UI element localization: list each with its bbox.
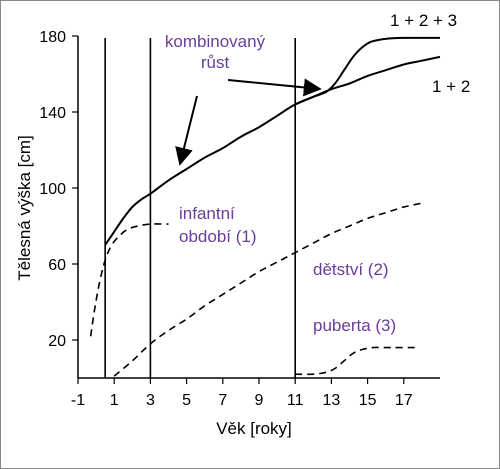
series-line-4 [295,346,415,376]
arrow-to-puberty-transition [227,78,322,97]
x-tick-label: 7 [218,392,227,409]
series-line-1 [104,55,441,246]
x-axis-title: Věk [roky] [216,419,292,438]
annotation-detstvi: dětství (2) [313,260,389,279]
x-tick-label: 9 [255,392,264,409]
x-ticks: -1 1 3 5 7 9 11 13 15 17 [71,378,413,409]
series-group [89,36,441,377]
y-tick-label: 60 [48,257,66,274]
annotation-obdobi: období (1) [179,227,257,246]
x-tick-label: 13 [323,392,341,409]
x-tick-label: -1 [71,392,85,409]
y-tick-label: 180 [39,29,66,46]
x-tick-label: 1 [110,392,119,409]
x-tick-label: 3 [146,392,155,409]
y-tick-label: 140 [39,105,66,122]
label-1-2: 1 + 2 [432,77,470,96]
x-tick-label: 5 [182,392,191,409]
x-tick-label: 15 [359,392,377,409]
x-tick-label: 11 [287,392,304,409]
label-1-2-3: 1 + 2 + 3 [390,11,457,30]
y-axis-title: Tělesná výška [cm] [15,135,34,281]
x-tick-label: 17 [395,392,413,409]
annotation-rust: růst [201,53,230,72]
annotation-puberta: puberta (3) [313,316,396,335]
y-tick-label: 20 [48,333,66,350]
series-line-2 [89,223,169,337]
annotation-infantni: infantní [179,204,235,223]
annotation-kombinovany: kombinovaný [165,32,266,51]
vertical-lines [104,38,297,378]
y-ticks: 20 60 100 140 180 [39,29,78,350]
y-tick-label: 100 [39,181,66,198]
series-line-3 [113,202,423,377]
arrow-to-infant-transition [175,95,198,166]
